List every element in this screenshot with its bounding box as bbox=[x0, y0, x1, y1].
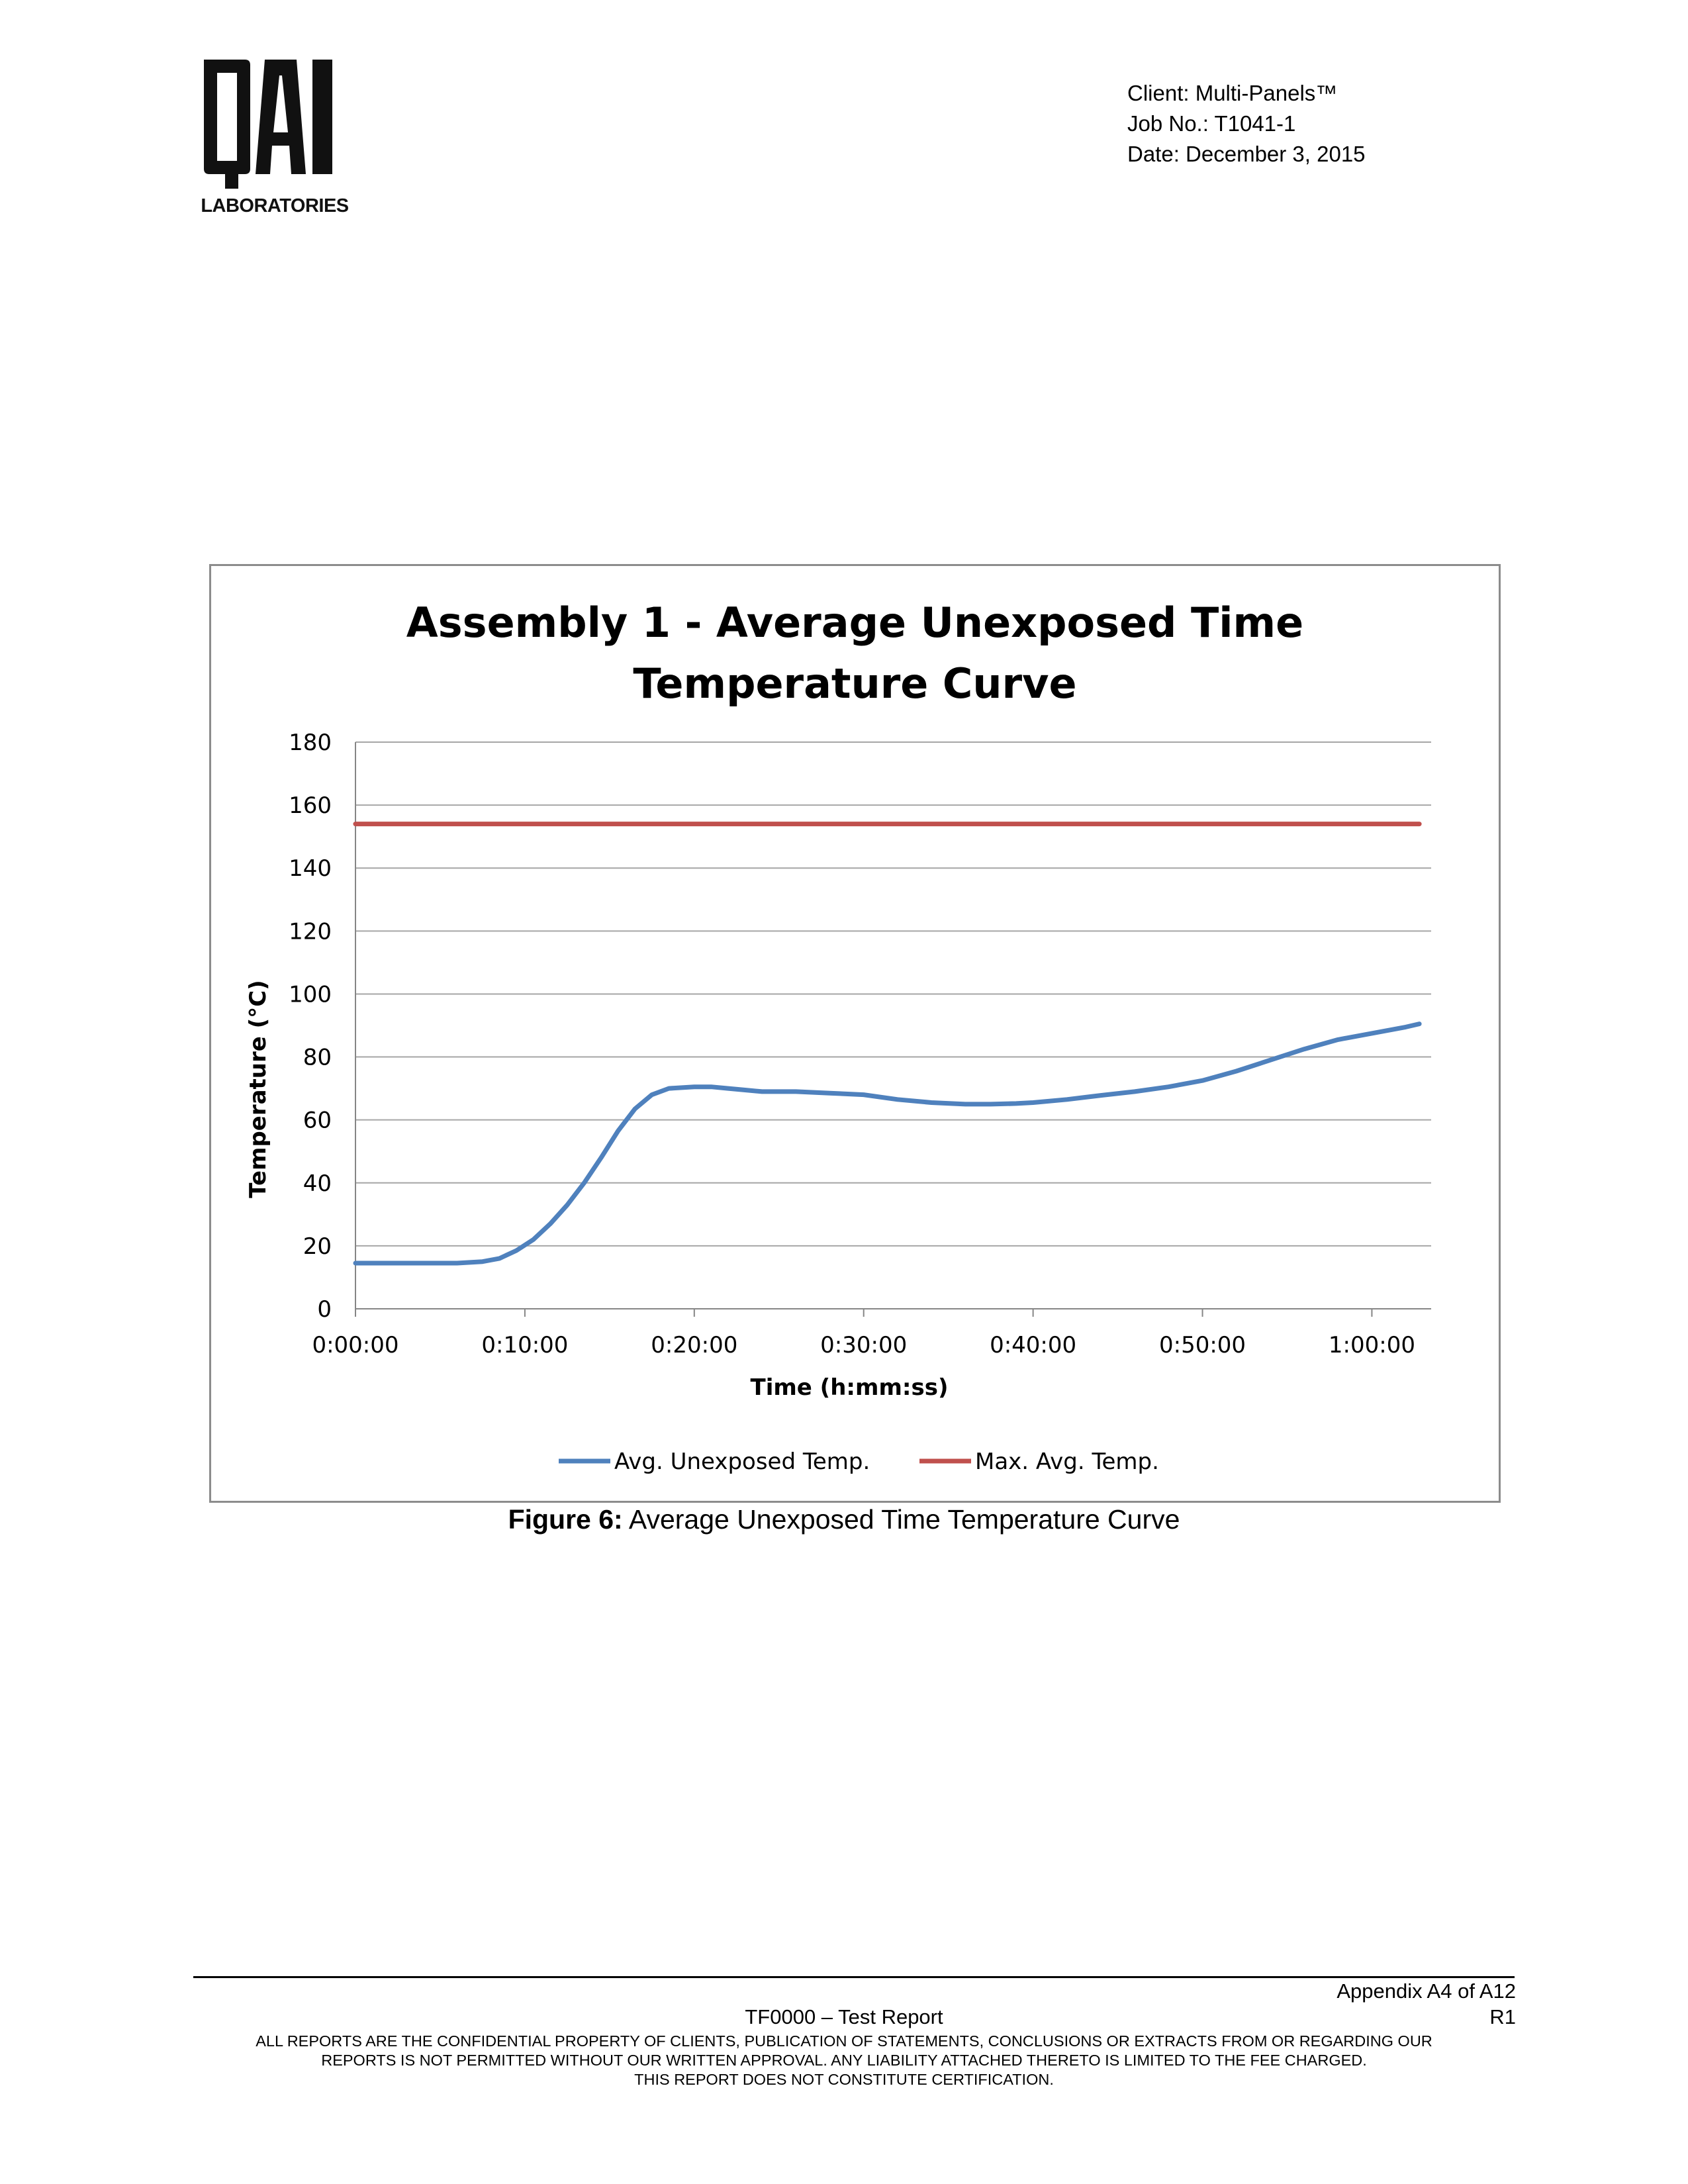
chart-plot-area: 0 20 40 60 80 100 120 140 160 180 0:00:00 0:10:00 0:… bbox=[245, 730, 1431, 1475]
figure-caption-label: Figure 6: bbox=[508, 1504, 623, 1535]
x-tick-label: 1:00:00 bbox=[1329, 1332, 1415, 1358]
x-tick-label: 0:50:00 bbox=[1159, 1332, 1246, 1358]
figure-caption-text: Average Unexposed Time Temperature Curve bbox=[622, 1504, 1180, 1535]
y-tick-label: 20 bbox=[303, 1233, 332, 1260]
chart-gridlines bbox=[355, 741, 1431, 1309]
y-tick-label: 120 bbox=[289, 918, 332, 945]
report-header-info: Client: Multi-Panels™ Job No.: T1041-1 D… bbox=[1127, 78, 1366, 169]
job-number: Job No.: T1041-1 bbox=[1127, 111, 1296, 136]
x-tick-label: 0:40:00 bbox=[990, 1332, 1076, 1358]
chart-axes: 0 20 40 60 80 100 120 140 160 180 0:00:00 0:10:00 0:… bbox=[289, 730, 1415, 1358]
x-tick-label: 0:20:00 bbox=[651, 1332, 737, 1358]
footer-legal-line: ALL REPORTS ARE THE CONFIDENTIAL PROPERT… bbox=[256, 2032, 1432, 2050]
chart-series bbox=[353, 822, 1422, 1266]
footer-revision: R1 bbox=[1489, 2005, 1516, 2028]
y-tick-label: 140 bbox=[289, 855, 332, 882]
chart-legend: Avg. Unexposed Temp. Max. Avg. Temp. bbox=[559, 1448, 1159, 1475]
chart-title: Assembly 1 - Average Unexposed Time Temp… bbox=[211, 593, 1499, 714]
legend-entry: Max. Avg. Temp. bbox=[975, 1448, 1159, 1475]
x-axis-label: Time (h:mm:ss) bbox=[751, 1374, 949, 1401]
footer-legal-notice: ALL REPORTS ARE THE CONFIDENTIAL PROPERT… bbox=[0, 2032, 1688, 2089]
y-tick-label: 40 bbox=[303, 1170, 332, 1197]
y-tick-label: 160 bbox=[289, 792, 332, 819]
legend-entry: Avg. Unexposed Temp. bbox=[614, 1448, 870, 1475]
y-axis-label: Temperature (°C) bbox=[245, 980, 271, 1198]
x-tick-label: 0:30:00 bbox=[820, 1332, 907, 1358]
chart-title-line2: Temperature Curve bbox=[633, 659, 1077, 708]
x-tick-label: 0:00:00 bbox=[312, 1332, 399, 1358]
qai-logo-icon: LABORATORIES bbox=[201, 60, 349, 216]
qai-laboratories-logo: LABORATORIES bbox=[199, 53, 351, 225]
y-tick-label: 60 bbox=[303, 1108, 332, 1134]
y-tick-label: 180 bbox=[289, 730, 332, 756]
footer-legal-line: REPORTS IS NOT PERMITTED WITHOUT OUR WRI… bbox=[321, 2052, 1367, 2069]
footer-legal-line: THIS REPORT DOES NOT CONSTITUTE CERTIFIC… bbox=[634, 2071, 1054, 2088]
y-tick-label: 100 bbox=[289, 981, 332, 1008]
report-date: Date: December 3, 2015 bbox=[1127, 142, 1366, 166]
x-tick-label: 0:10:00 bbox=[481, 1332, 568, 1358]
series-line-avg-unexposed-temp bbox=[353, 1021, 1422, 1266]
figure-caption: Figure 6: Average Unexposed Time Tempera… bbox=[0, 1504, 1688, 1535]
y-tick-label: 80 bbox=[303, 1045, 332, 1071]
chart-title-line1: Assembly 1 - Average Unexposed Time bbox=[406, 598, 1304, 647]
client-name: Client: Multi-Panels™ bbox=[1127, 81, 1338, 105]
temperature-chart: Assembly 1 - Average Unexposed Time Temp… bbox=[209, 564, 1501, 1503]
y-tick-label: 0 bbox=[317, 1296, 332, 1323]
footer-divider bbox=[193, 1976, 1515, 1978]
footer-appendix: Appendix A4 of A12 bbox=[1336, 1979, 1516, 2003]
footer-report-id: TF0000 – Test Report bbox=[745, 2005, 943, 2028]
logo-subtitle: LABORATORIES bbox=[201, 195, 348, 216]
